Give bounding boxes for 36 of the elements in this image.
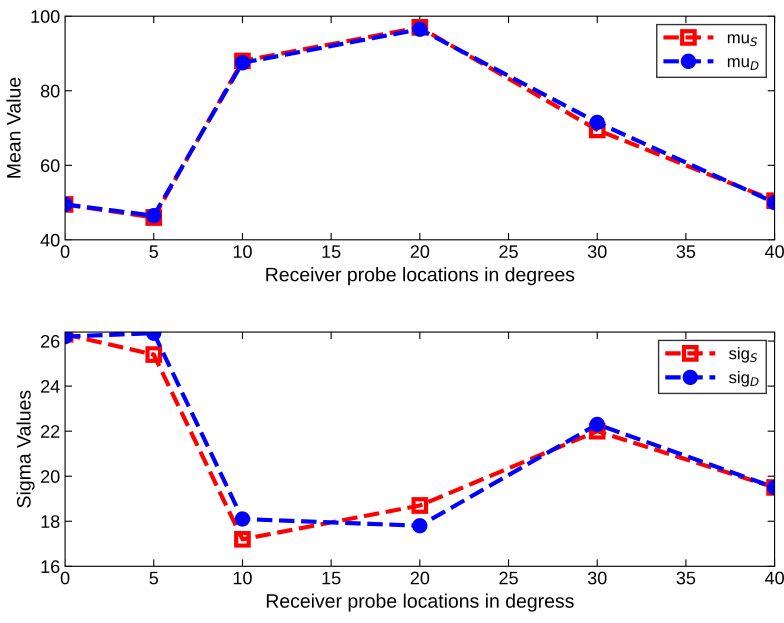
y-tick-label: 24	[41, 380, 60, 393]
x-tick-label: 0	[60, 572, 70, 584]
legend-label: sig$_{S}$	[729, 347, 758, 363]
x-tick-label: 5	[149, 572, 158, 584]
legend-label: sig$_{D}$	[729, 371, 758, 387]
y-tick-label: 18	[42, 515, 60, 528]
x-tick-label: 30	[588, 245, 607, 258]
y-tick-label: 40	[40, 234, 60, 247]
x-axis-title: Receiver probe locations in degress	[266, 594, 574, 612]
x-tick-label: 20	[410, 245, 430, 258]
y-tick-label: 80	[40, 84, 60, 98]
y-axis-title: Sigma Values	[16, 390, 35, 508]
x-tick-label: 30	[588, 572, 607, 584]
x-tick-label: 10	[234, 572, 252, 584]
y-tick-label: 16	[42, 560, 60, 574]
x-axis-title: Receiver probe locations in degrees	[266, 267, 574, 286]
x-tick-label: 20	[410, 572, 430, 584]
legend-label: mu$_{D}$	[728, 58, 758, 70]
x-tick-label: 25	[499, 572, 518, 584]
x-tick-label: 40	[764, 572, 784, 584]
y-tick-label: 22	[41, 425, 60, 438]
x-tick-label: 25	[499, 245, 518, 258]
legend-label: mu$_{S}$	[728, 34, 758, 46]
x-tick-label: 10	[234, 245, 252, 258]
x-tick-label: 15	[322, 572, 340, 584]
y-tick-label: 100	[31, 10, 60, 23]
x-tick-label: 15	[322, 245, 340, 258]
x-tick-label: 0	[60, 245, 70, 258]
y-tick-label: 60	[41, 159, 60, 172]
y-tick-label: 20	[41, 470, 60, 483]
y-tick-label: 26	[41, 335, 60, 348]
x-tick-label: 35	[676, 572, 696, 584]
x-tick-label: 35	[676, 245, 696, 258]
x-tick-label: 40	[764, 245, 784, 258]
y-axis-title: Mean Value	[6, 78, 21, 178]
x-tick-label: 5	[149, 245, 158, 258]
